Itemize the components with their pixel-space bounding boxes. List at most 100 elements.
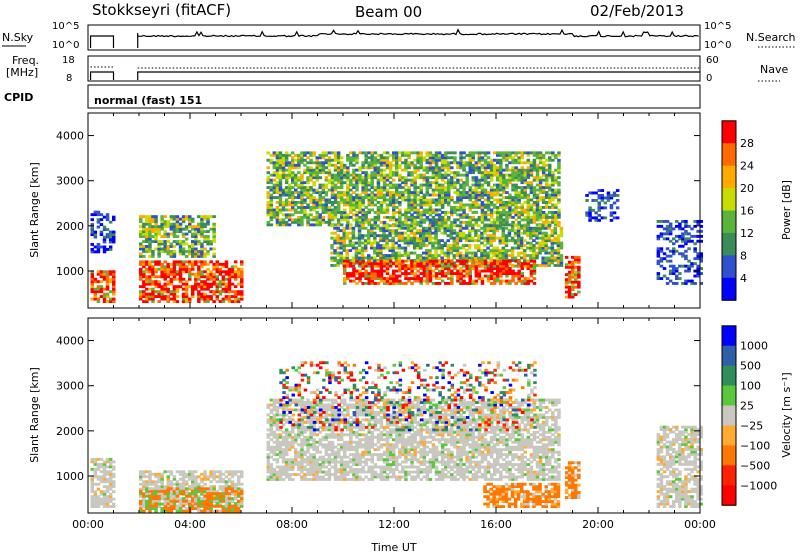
echo-cell [681,282,685,285]
echo-cell [554,206,558,209]
echo-cell [450,265,454,268]
echo-cell [557,209,561,212]
echo-cell [432,282,436,285]
echo-cell [410,265,414,268]
echo-cell [371,174,375,177]
echo-cell [383,159,387,162]
echo-cell [285,186,289,189]
echo-cell [148,275,152,278]
echo-cell [309,223,313,226]
echo-cell [209,473,213,476]
echo-cell [276,201,280,204]
echo-cell [112,468,116,471]
echo-cell [585,211,589,214]
echo-cell [361,164,365,167]
echo-cell [267,194,271,197]
echo-cell [544,259,548,262]
echo-cell [660,277,664,280]
echo-cell [361,201,365,204]
echo-cell [475,176,479,179]
echo-cell [469,260,473,263]
echo-cell [404,252,408,255]
echo-cell [212,223,216,226]
echo-cell [453,181,457,184]
echo-cell [420,216,424,219]
echo-cell [361,265,365,268]
echo-cell [383,179,387,182]
echo-cell [687,247,691,250]
echo-cell [160,228,164,231]
echo-cell [557,234,561,237]
echo-cell [282,159,286,162]
echo-cell [142,285,146,288]
echo-cell [456,280,460,283]
echo-cell [182,300,186,303]
echo-cell [568,281,572,284]
echo-cell [508,204,512,207]
echo-cell [591,192,595,195]
echo-cell [291,218,295,221]
echo-cell [536,154,540,157]
echo-cell [469,151,473,154]
echo-cell [672,265,676,268]
echo-cell [151,235,155,238]
echo-cell [368,280,372,283]
echo-cell [91,218,95,221]
echo-cell [523,249,527,252]
echo-cell [352,247,356,250]
echo-cell [432,201,436,204]
echo-cell [343,211,347,214]
echo-cell [416,280,420,283]
echo-cell [270,174,274,177]
echo-cell [404,159,408,162]
echo-cell [91,495,95,498]
echo-cell [379,237,383,240]
echo-cell [487,275,491,278]
echo-cell [368,161,372,164]
echo-cell [377,270,381,273]
echo-cell [358,206,362,209]
echo-cell [398,218,402,221]
echo-cell [508,161,512,164]
echo-cell [200,273,204,276]
echo-cell [514,201,518,204]
echo-cell [462,164,466,167]
echo-cell [499,154,503,157]
echo-cell [349,249,353,252]
echo-cell [106,300,110,303]
echo-cell [432,181,436,184]
echo-cell [294,189,298,192]
echo-cell [604,216,608,219]
echo-cell [306,191,310,194]
echo-cell [389,265,393,268]
echo-cell [142,283,146,286]
echo-cell [160,473,164,476]
echo-cell [367,234,371,237]
echo-cell [276,164,280,167]
echo-cell [386,199,390,202]
echo-cell [511,275,515,278]
echo-cell [404,239,408,242]
echo-cell [401,237,405,240]
echo-cell [395,270,399,273]
echo-cell [524,161,528,164]
echo-cell [358,201,362,204]
echo-cell [432,270,436,273]
echo-cell [395,186,399,189]
echo-cell [312,223,316,226]
echo-cell [368,181,372,184]
echo-cell [167,253,171,256]
echo-cell [212,238,216,241]
echo-cell [535,227,539,230]
echo-cell [151,290,155,293]
echo-cell [176,235,180,238]
echo-cell [496,184,500,187]
echo-cell [684,223,688,226]
echo-cell [340,171,344,174]
echo-cell [306,194,310,197]
echo-cell [493,184,497,187]
echo-cell [173,225,177,228]
echo-cell [407,191,411,194]
echo-cell [188,218,192,221]
colorbar-tick-label: 12 [740,227,754,240]
